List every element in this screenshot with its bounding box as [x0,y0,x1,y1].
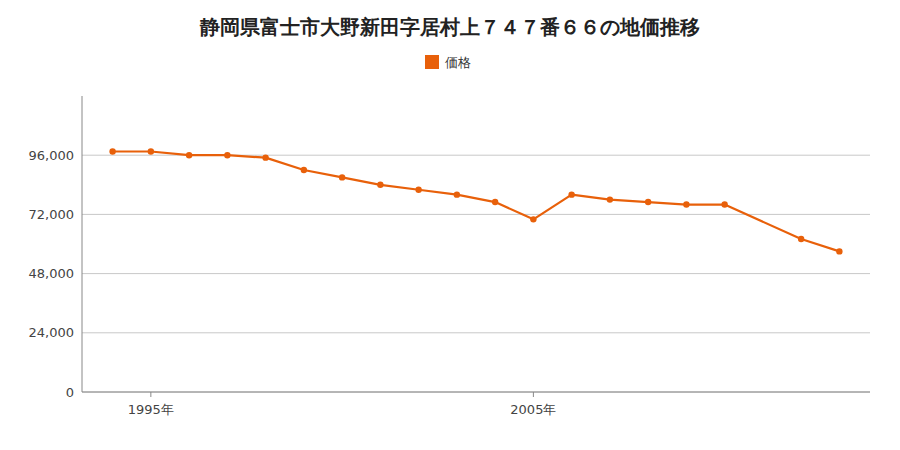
grid-line [82,392,870,393]
axes: 0 24,000 48,000 72,000 96,000 1995年 2005年 [29,96,871,417]
marker [721,201,727,207]
marker [109,148,115,154]
x-tick-label: 1995年 [128,402,174,417]
y-axis-line [82,96,83,392]
marker [377,182,383,188]
marker [798,236,804,242]
x-tick [533,392,534,397]
marker [148,148,154,154]
marker [262,154,268,160]
plot-area [109,148,842,254]
marker [645,199,651,205]
legend-swatch [425,55,439,69]
marker [683,201,689,207]
grid-line [82,332,870,333]
x-tick-label: 2005年 [510,402,556,417]
y-tick-label: 96,000 [29,148,75,163]
marker [224,152,230,158]
x-tick [150,392,151,397]
title: 静岡県富士市大野新田字居村上７４７番６６の地価推移 [199,15,700,39]
x-axis-line [82,392,870,393]
marker [301,167,307,173]
y-tick-label: 24,000 [29,325,75,340]
line [113,152,840,252]
marker [530,216,536,222]
marker [186,152,192,158]
chart: 静岡県富士市大野新田字居村上７４７番６６の地価推移価格 0 24,000 48,000… [0,0,900,450]
y-tick-label: 48,000 [29,266,75,281]
marker [568,191,574,197]
marker [339,174,345,180]
marker [607,196,613,202]
grid-line [82,273,870,274]
y-tick-label: 72,000 [29,207,75,222]
grid-line [82,214,870,215]
y-tick-label: 0 [66,385,74,400]
marker [415,187,421,193]
legend: 価格 [425,55,471,70]
legend-label: 価格 [445,55,471,70]
marker [454,191,460,197]
marker [492,199,498,205]
marker [836,248,842,254]
